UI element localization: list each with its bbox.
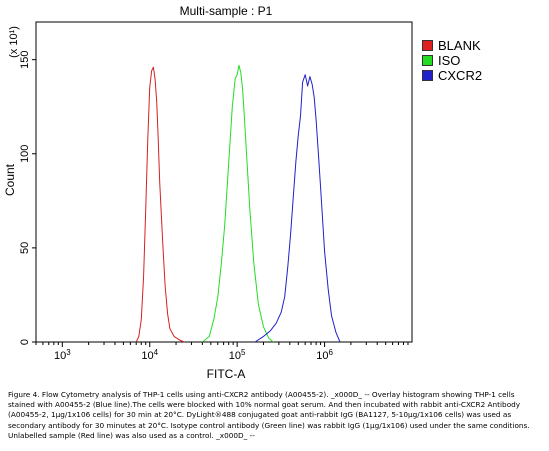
y-axis-ticks: 0 50 100 150 [19,50,36,345]
legend-item-iso: ISO [422,53,482,68]
x-tick-label: 103 [54,348,71,362]
legend-swatch-blank [422,40,433,51]
legend-label-blank: BLANK [438,38,481,53]
series-line-blank [135,66,185,343]
x-tick-label: 106 [316,348,333,362]
plot-area-frame [35,21,413,343]
y-tick-label: 150 [19,50,31,68]
legend: BLANK ISO CXCR2 [422,38,482,83]
x-axis-label: FITC-A [207,367,246,381]
y-tick-label: 0 [19,339,31,345]
x-tick-label: 105 [229,348,246,362]
legend-swatch-cxcr2 [422,70,433,81]
series-line-cxcr2 [254,74,341,343]
x-axis-ticks: 103 104 105 106 [35,342,409,362]
y-tick-label: 50 [19,242,31,254]
figure-caption-text: Figure 4. Flow Cytometry analysis of THP… [8,390,530,440]
legend-swatch-iso [422,55,433,66]
y-tick-label: 100 [19,145,31,163]
legend-label-iso: ISO [438,53,461,68]
figure-caption: Figure 4. Flow Cytometry analysis of THP… [8,390,542,441]
x-tick-label: 104 [141,348,158,362]
chart-title: Multi-sample : P1 [180,4,273,18]
y-axis-label: Count [3,163,17,196]
legend-item-cxcr2: CXCR2 [422,68,482,83]
y-multiplier-label: (x 10¹) [8,26,20,58]
legend-item-blank: BLANK [422,38,482,53]
histogram-lines [135,64,341,343]
legend-label-cxcr2: CXCR2 [438,68,483,83]
series-line-iso [202,64,274,343]
